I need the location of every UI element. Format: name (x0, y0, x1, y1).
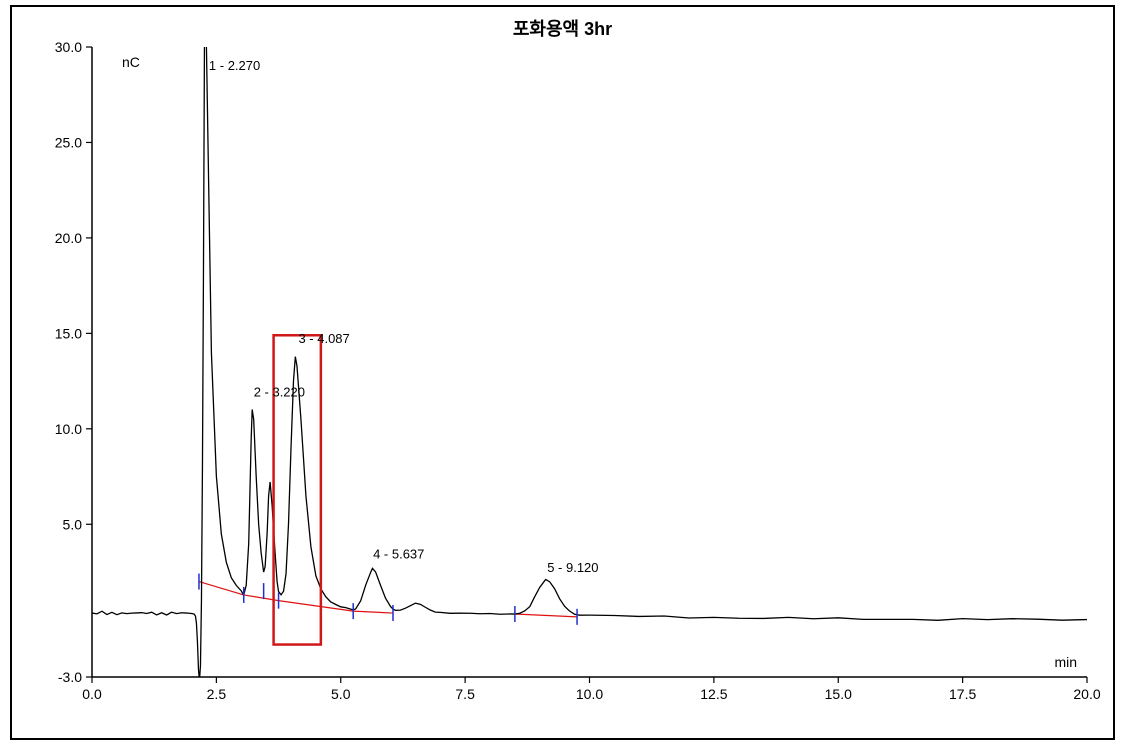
chromatogram-svg: -3.0 5.0 10.0 15.0 20.0 25.0 30.0 0.0 2.5 5.0 7.5 1… (32, 37, 1107, 732)
svg-text:1 - 2.270: 1 - 2.270 (209, 58, 260, 73)
svg-text:4 - 5.637: 4 - 5.637 (373, 547, 424, 562)
svg-text:min: min (1054, 654, 1077, 670)
chart-container: -3.0 5.0 10.0 15.0 20.0 25.0 30.0 0.0 2.5 5.0 7.5 1… (32, 37, 1107, 732)
svg-text:20.0: 20.0 (55, 230, 82, 246)
svg-text:15.0: 15.0 (825, 686, 852, 702)
svg-text:7.5: 7.5 (455, 686, 475, 702)
svg-text:0.0: 0.0 (82, 686, 102, 702)
svg-text:20.0: 20.0 (1073, 686, 1100, 702)
svg-text:5 - 9.120: 5 - 9.120 (547, 560, 598, 575)
svg-text:30.0: 30.0 (55, 39, 82, 55)
svg-text:15.0: 15.0 (55, 325, 82, 341)
chart-frame: 포화용액 3hr -3.05.010.015.020.025.030.00.02… (10, 5, 1115, 740)
svg-text:12.5: 12.5 (700, 686, 727, 702)
svg-text:5.0: 5.0 (63, 516, 83, 532)
svg-text:5.0: 5.0 (331, 686, 351, 702)
svg-text:10.0: 10.0 (55, 421, 82, 437)
svg-text:2 - 3.220: 2 - 3.220 (254, 384, 305, 399)
svg-text:nC: nC (122, 54, 140, 70)
svg-text:-3.0: -3.0 (58, 669, 82, 685)
svg-text:10.0: 10.0 (576, 686, 603, 702)
svg-text:2.5: 2.5 (207, 686, 227, 702)
svg-text:25.0: 25.0 (55, 134, 82, 150)
svg-text:17.5: 17.5 (949, 686, 976, 702)
svg-text:3 - 4.087: 3 - 4.087 (298, 331, 349, 346)
